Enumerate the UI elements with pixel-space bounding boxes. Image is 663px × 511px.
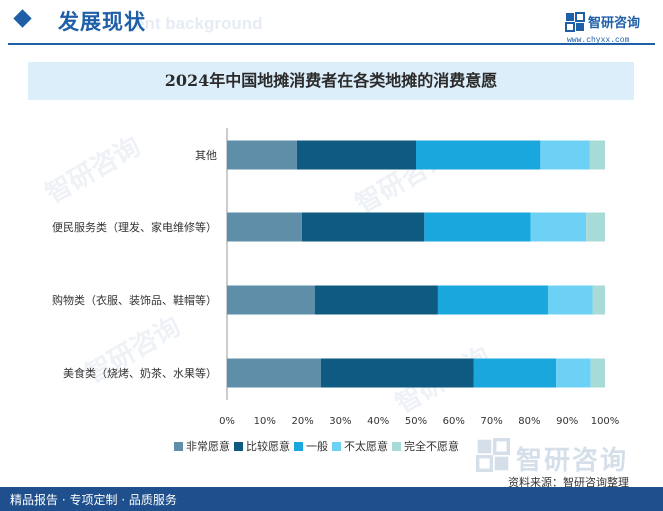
legend-swatch: [294, 441, 303, 451]
legend-swatch: [332, 441, 341, 451]
legend-item: 非常愿意: [174, 438, 230, 454]
bar-segment: [592, 285, 605, 315]
x-tick-label: 10%: [254, 416, 276, 427]
legend-label: 非常愿意: [186, 440, 230, 453]
bar-segment: [589, 140, 605, 170]
bar-segment: [227, 285, 315, 315]
legend-item: 完全不愿意: [392, 438, 459, 454]
legend-swatch: [174, 441, 183, 451]
x-tick-label: 90%: [556, 416, 578, 427]
bar-segment: [437, 285, 549, 315]
header-divider: [8, 43, 655, 45]
x-tick-label: 100%: [591, 416, 620, 427]
x-tick-label: 20%: [291, 416, 313, 427]
bar-segment: [314, 285, 438, 315]
x-tick-label: 30%: [329, 416, 351, 427]
brand-watermark: 智研咨询: [476, 438, 646, 476]
footer-text: 精品报告 · 专项定制 · 品质服务: [10, 493, 177, 507]
category-label: 便民服务类（理发、家电维修等）: [52, 220, 217, 234]
legend-label: 一般: [306, 440, 328, 453]
bar-segment: [227, 358, 321, 388]
bar-segment: [586, 212, 605, 242]
bar-segment: [296, 140, 416, 170]
brand-watermark-text: 智研咨询: [516, 446, 629, 476]
chart-legend: 非常愿意 比较愿意 一般 不太愿意 完全不愿意: [174, 437, 463, 455]
legend-label: 完全不愿意: [404, 440, 459, 453]
bar-segment: [424, 212, 531, 242]
logo-icon: [565, 12, 585, 32]
bar-segment: [416, 140, 541, 170]
footer: 精品报告 · 专项定制 · 品质服务: [0, 487, 663, 511]
header: ent background 发展现状 智研咨询 www.chyxx.com: [0, 0, 663, 46]
bar-segment: [320, 358, 474, 388]
x-tick-label: 0%: [219, 416, 235, 427]
bar-segment: [548, 285, 593, 315]
bar-segment: [227, 140, 297, 170]
brand-logo-icon: [476, 438, 510, 472]
legend-item: 一般: [294, 438, 328, 454]
legend-label: 比较愿意: [246, 440, 290, 453]
chart-title: 2024年中国地摊消费者在各类地摊的消费意愿: [28, 62, 634, 100]
bar-segment: [301, 212, 425, 242]
bar-segment: [540, 140, 590, 170]
diamond-icon: [13, 9, 32, 28]
bar-segment: [227, 212, 302, 242]
x-tick-label: 40%: [367, 416, 389, 427]
bar-segment: [473, 358, 557, 388]
page-title: 发展现状: [58, 10, 146, 34]
logo-name: 智研咨询: [588, 16, 641, 31]
header-watermark: ent background: [135, 14, 263, 33]
bar-segment: [590, 358, 605, 388]
category-label: 其他: [195, 149, 217, 162]
bar-segment: [530, 212, 587, 242]
legend-swatch: [234, 441, 243, 451]
category-label: 购物类（衣服、装饰品、鞋帽等）: [52, 293, 217, 307]
x-tick-label: 80%: [518, 416, 540, 427]
x-tick-label: 60%: [443, 416, 465, 427]
legend-label: 不太愿意: [344, 440, 388, 453]
category-label: 美食类（烧烤、奶茶、水果等）: [63, 366, 217, 380]
legend-swatch: [392, 441, 401, 451]
logo: 智研咨询 www.chyxx.com: [565, 12, 661, 46]
legend-item: 比较愿意: [234, 438, 290, 454]
logo-url: www.chyxx.com: [567, 36, 630, 45]
x-tick-label: 70%: [480, 416, 502, 427]
legend-item: 不太愿意: [332, 438, 388, 454]
x-tick-label: 50%: [405, 416, 427, 427]
bar-segment: [556, 358, 591, 388]
source-note: 资料来源：智研咨询整理: [508, 476, 629, 489]
